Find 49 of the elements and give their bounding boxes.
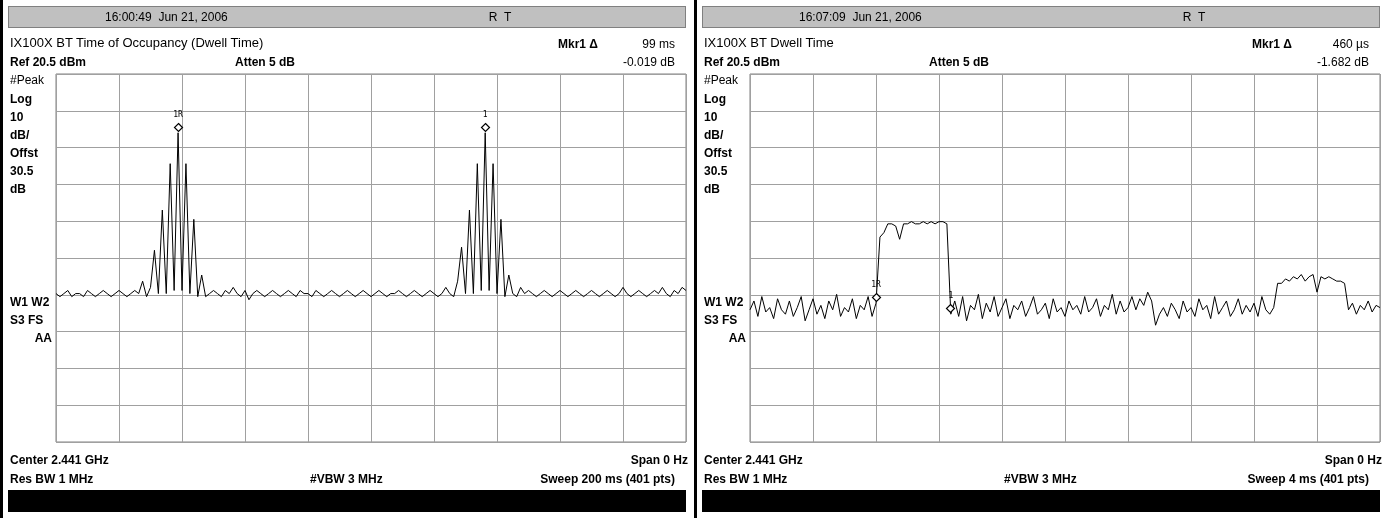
text: 99 ms	[642, 37, 675, 51]
text: Ref 20.5 dBm	[704, 55, 781, 69]
text: -0.019 dB	[622, 55, 675, 69]
text: 30.5	[704, 164, 728, 178]
annotation: 1	[481, 109, 489, 120]
text: Span 0 Hz	[1324, 453, 1382, 467]
text: Sweep 200 ms (401 pts)	[540, 472, 675, 486]
text: Offst	[704, 146, 732, 160]
text: #VBW 3 MHz	[310, 472, 383, 486]
text: Log	[10, 92, 32, 106]
text: dB/	[10, 128, 30, 142]
text: R T	[488, 10, 512, 24]
text: Center 2.441 GHz	[10, 453, 109, 467]
text: 30.5	[10, 164, 34, 178]
text: Res BW 1 MHz	[704, 472, 788, 486]
text: Atten 5 dB	[929, 55, 990, 69]
text: Mkr1 Δ	[558, 37, 599, 51]
text: R T	[1182, 10, 1206, 24]
annotation: 1	[947, 291, 955, 302]
text: AA	[728, 331, 747, 345]
text: Ref 20.5 dBm	[10, 55, 87, 69]
text: AA	[34, 331, 53, 345]
text: #VBW 3 MHz	[1004, 472, 1077, 486]
text: W1 W2	[704, 295, 744, 309]
text: Offst	[10, 146, 38, 160]
text: S3 FS	[704, 313, 738, 327]
text: Center 2.441 GHz	[704, 453, 803, 467]
text: 10	[704, 110, 718, 124]
text: dB	[704, 182, 721, 196]
chart-title: IX100X BT Dwell Time	[704, 35, 834, 50]
text: Sweep 4 ms (401 pts)	[1247, 472, 1369, 486]
text: 16:00:49 Jun 21, 2006	[105, 10, 229, 24]
text: 460 µs	[1332, 37, 1369, 51]
chart-title: IX100X BT Time of Occupancy (Dwell Time)	[10, 35, 264, 50]
text: -1.682 dB	[1316, 55, 1369, 69]
text: 10	[10, 110, 24, 124]
text: Res BW 1 MHz	[10, 472, 94, 486]
text: S3 FS	[10, 313, 44, 327]
text: dB/	[704, 128, 724, 142]
text: Mkr1 Δ	[1252, 37, 1293, 51]
annotation: 1R	[172, 109, 184, 120]
text: #Peak	[10, 73, 46, 87]
text: Log	[704, 92, 726, 106]
text: 16:07:09 Jun 21, 2006	[799, 10, 923, 24]
text: W1 W2	[10, 295, 50, 309]
text: Span 0 Hz	[630, 453, 688, 467]
text: #Peak	[704, 73, 740, 87]
text: dB	[10, 182, 27, 196]
text: Atten 5 dB	[235, 55, 296, 69]
